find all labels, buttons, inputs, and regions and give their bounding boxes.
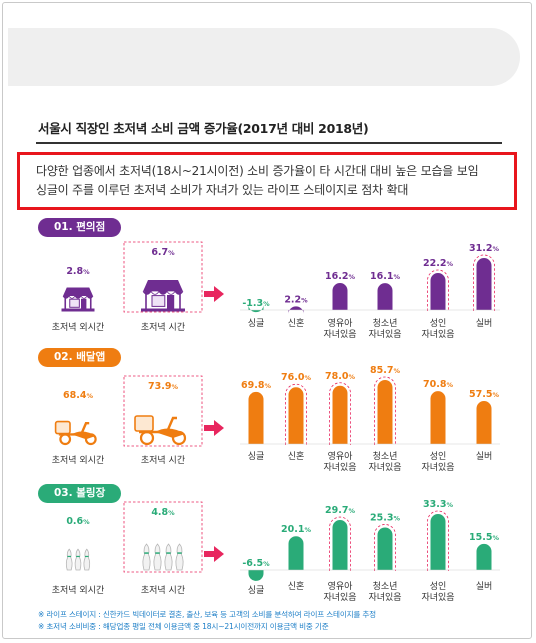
header-banner [8, 28, 520, 86]
section-pill-bowling: 03. 볼링장 [38, 484, 122, 503]
section-pill-store: 01. 편의점 [38, 218, 122, 237]
title-divider [36, 142, 502, 144]
summary-line-1: 다양한 업종에서 초저녁(18시~21시이전) 소비 증가율이 타 시간대 대비… [36, 164, 479, 178]
section-pill-delivery: 02. 배달앱 [38, 348, 122, 367]
footnote-life-stage: ※ 라이프 스테이지 : 신한카드 빅데이터로 결혼, 출산, 보육 등 고객의… [38, 610, 376, 619]
summary-box: 다양한 업종에서 초저녁(18시~21시이전) 소비 증가율이 타 시간대 대비… [17, 152, 517, 210]
footnote-share: ※ 초저녁 소비비중 : 해당업종 평일 전체 이용금액 중 18시~21시이전… [38, 622, 329, 631]
summary-line-2: 싱글이 주를 이루던 초저녁 소비가 자녀가 있는 라이프 스테이지로 점차 확… [36, 183, 409, 197]
infographic-frame [2, 2, 532, 639]
chart-title: 서울시 직장인 초저녁 소비 금액 증가율(2017년 대비 2018년) [38, 121, 369, 136]
footnotes: ※ 라이프 스테이지 : 신한카드 빅데이터로 결혼, 출산, 보육 등 고객의… [38, 609, 376, 633]
